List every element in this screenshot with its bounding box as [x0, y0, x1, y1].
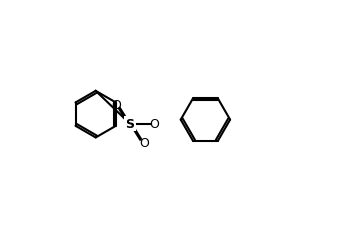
Text: S: S	[126, 118, 135, 131]
Text: O: O	[111, 99, 121, 111]
Text: O: O	[150, 118, 160, 131]
Text: O: O	[139, 137, 149, 150]
